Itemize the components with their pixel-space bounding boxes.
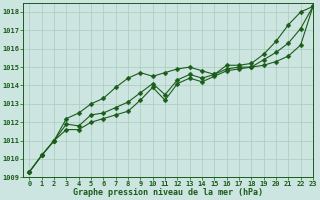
X-axis label: Graphe pression niveau de la mer (hPa): Graphe pression niveau de la mer (hPa) <box>73 188 263 197</box>
